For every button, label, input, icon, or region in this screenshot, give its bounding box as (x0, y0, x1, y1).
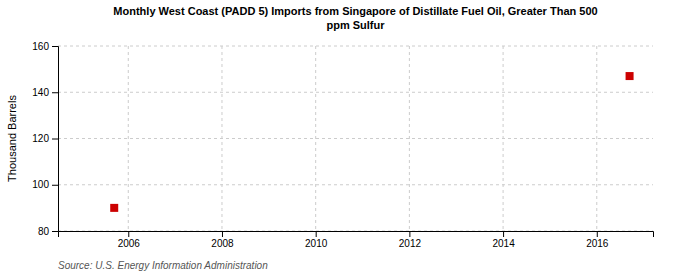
grid-line-y (58, 46, 653, 47)
y-tick: 80 (38, 226, 58, 237)
x-tick-mark (409, 231, 410, 237)
plot-area: 2006 2008 2010 2012 2014 2016 80 100 120 140 160 (32, 41, 653, 249)
y-axis: 80 100 120 140 160 (32, 41, 58, 237)
y-tick-label: 160 (32, 41, 49, 52)
y-tick: 160 (32, 41, 58, 52)
point (626, 72, 634, 80)
x-tick-label: 2016 (586, 238, 609, 249)
y-axis-label: Thousand Barrels (6, 95, 18, 182)
y-tick-mark (52, 46, 58, 47)
grid-line-x (128, 46, 129, 231)
x-tick: 2006 (118, 231, 141, 249)
x-tick: 2012 (399, 231, 422, 249)
y-tick-label: 100 (32, 179, 49, 190)
x-tick-mark (128, 231, 129, 237)
y-tick-mark (52, 139, 58, 140)
title-line: ppm Sulfur (326, 19, 385, 31)
x-tick-mark (222, 231, 223, 237)
grid-line-x (596, 46, 597, 231)
x-tick-label: 2006 (118, 238, 141, 249)
y-tick-label: 80 (38, 226, 50, 237)
title-line: Monthly West Coast (PADD 5) Imports from… (113, 5, 597, 17)
x-tick-label: 2012 (399, 238, 422, 249)
x-tick-mark (503, 231, 504, 237)
x-tick: 2010 (305, 231, 328, 249)
y-tick-label: 140 (32, 87, 49, 98)
y-tick: 100 (32, 179, 58, 190)
grid-line-y (58, 184, 653, 185)
x-tick-mark (316, 231, 317, 237)
grid-line-x (409, 46, 410, 231)
x-axis: 2006 2008 2010 2012 2014 2016 (59, 231, 654, 249)
x-tick: 2008 (211, 231, 234, 249)
y-tick: 140 (32, 87, 58, 98)
x-tick-label: 2010 (305, 238, 328, 249)
y-axis-line (52, 47, 59, 232)
grid-line-y (58, 92, 653, 93)
x-axis-line (59, 232, 654, 238)
x-tick-mark (597, 231, 598, 237)
grid (58, 46, 653, 231)
x-tick: 2014 (492, 231, 515, 249)
annotation: Source: U.S. Energy Information Administ… (58, 260, 268, 271)
chart-svg: 2006 2008 2010 2012 2014 2016 80 100 120 140 160 Mo… (0, 0, 675, 275)
title: Monthly West Coast (PADD 5) Imports from… (113, 5, 597, 31)
y-tick-mark (52, 92, 58, 93)
y-tick-mark (52, 185, 58, 186)
chart-container: 2006 2008 2010 2012 2014 2016 80 100 120 140 160 Mo… (0, 0, 675, 275)
y-tick: 120 (32, 133, 58, 144)
x-tick-label: 2008 (211, 238, 234, 249)
x-tick-label: 2014 (492, 238, 515, 249)
point (110, 204, 118, 212)
x-tick: 2016 (586, 231, 609, 249)
y-tick-mark (52, 231, 58, 232)
y-tick-label: 120 (32, 133, 49, 144)
grid-line-y (58, 138, 653, 139)
points (110, 72, 633, 212)
